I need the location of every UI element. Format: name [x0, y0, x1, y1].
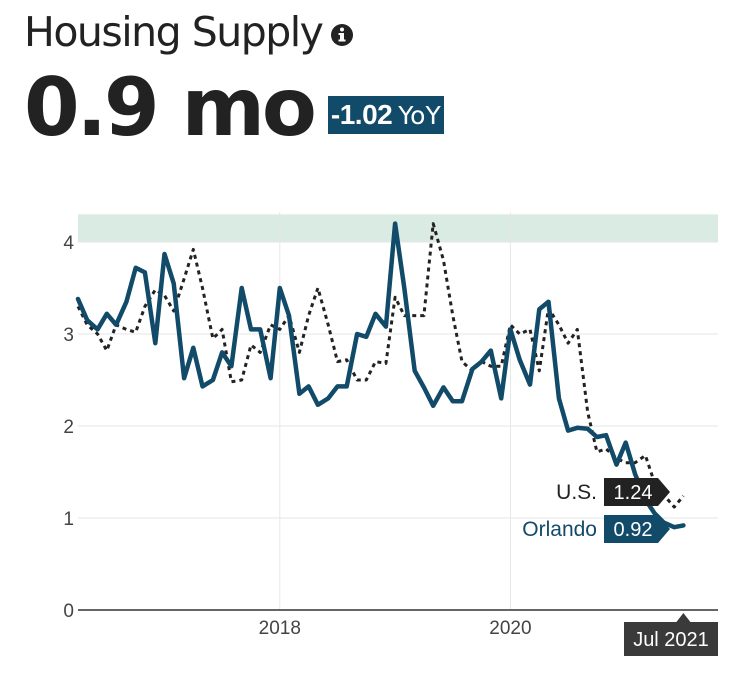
us-series-label: U.S. [556, 481, 597, 504]
date-marker-pointer [676, 613, 691, 622]
orlando-series-line [75, 221, 686, 530]
y-tick-label: 2 [63, 417, 74, 438]
y-tick-label: 1 [63, 509, 74, 530]
title-row: Housing Supply [24, 8, 354, 56]
orlando-series-label: Orlando [522, 518, 597, 541]
info-circle-icon[interactable] [330, 23, 354, 47]
yoy-value: -1.02 [330, 99, 393, 131]
us-value-flag [604, 478, 670, 506]
yoy-badge: -1.02 YoY [327, 96, 444, 134]
date-marker-box [624, 622, 718, 656]
x-tick-label: 2018 [259, 618, 301, 639]
date-marker-label: Jul 2021 [633, 629, 709, 651]
us-series-line [76, 222, 685, 509]
us-end-value: 1.24 [614, 482, 653, 504]
x-tick-label: 2020 [489, 618, 531, 639]
metric-row: 0.9 mo -1.02 YoY [24, 68, 444, 148]
orlando-value-flag [604, 515, 670, 543]
yoy-suffix: YoY [398, 101, 441, 131]
metric-value: 0.9 mo [24, 61, 317, 154]
y-tick-label: 3 [63, 325, 74, 346]
y-tick-label: 0 [63, 601, 74, 622]
y-tick-label: 4 [63, 233, 74, 254]
orlando-end-value: 0.92 [614, 519, 653, 541]
page-title: Housing Supply [24, 8, 324, 56]
